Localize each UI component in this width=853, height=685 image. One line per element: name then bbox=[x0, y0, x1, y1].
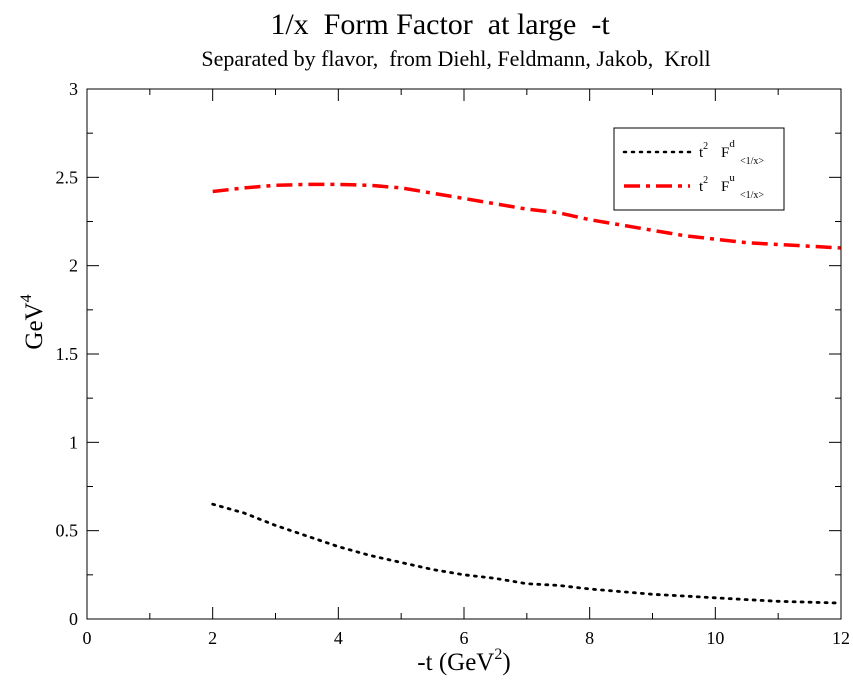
legend-label-d: t2 Fd<1/x> bbox=[699, 138, 764, 167]
legend: t2 Fd<1/x> t2 Fu<1/x> bbox=[613, 127, 785, 211]
series-layer bbox=[211, 182, 843, 605]
y-tick-label: 0 bbox=[69, 609, 78, 629]
y-tick-label: 2.5 bbox=[56, 167, 79, 187]
x-tick-label: 6 bbox=[460, 628, 469, 648]
y-tick-label: 0.5 bbox=[56, 521, 79, 541]
legend-item-d: t2 Fd<1/x> bbox=[622, 138, 764, 167]
legend-box bbox=[613, 127, 785, 211]
series-line-d bbox=[211, 502, 843, 605]
x-tick-label: 8 bbox=[585, 628, 594, 648]
chart-title: 1/x Form Factor at large -t bbox=[270, 8, 610, 41]
legend-item-u: t2 Fu<1/x> bbox=[624, 172, 764, 201]
y-tick-label: 2 bbox=[69, 256, 78, 276]
x-tick-label: 2 bbox=[208, 628, 217, 648]
x-tick-label: 10 bbox=[706, 628, 724, 648]
x-axis-label: -t (GeV2) bbox=[417, 646, 510, 676]
y-tick-label: 1.5 bbox=[56, 344, 79, 364]
legend-label-u: t2 Fu<1/x> bbox=[699, 172, 764, 201]
chart-subtitle: Separated by flavor, from Diehl, Feldman… bbox=[201, 46, 710, 71]
y-tick-label: 1 bbox=[69, 432, 78, 452]
x-tick-label: 0 bbox=[83, 628, 92, 648]
series-line-u bbox=[212, 182, 842, 250]
y-tick-label: 3 bbox=[69, 79, 78, 99]
y-axis-label: GeV4 bbox=[18, 294, 48, 349]
x-tick-label: 4 bbox=[334, 628, 343, 648]
plot-frame bbox=[86, 88, 842, 620]
x-tick-label: 12 bbox=[832, 628, 850, 648]
axis-ticks: 0 2 4 6 8 10 12 0 0.5 1 1.5 2 2.5 3 bbox=[56, 79, 851, 648]
